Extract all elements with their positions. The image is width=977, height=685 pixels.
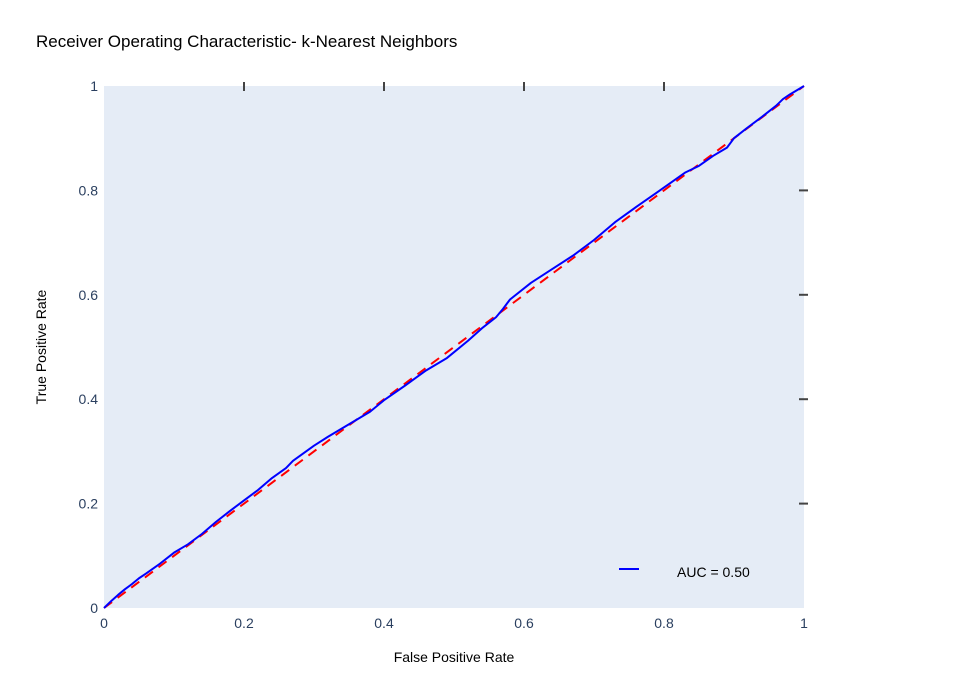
y-tick-label: 1 <box>90 78 98 94</box>
x-tick-label: 0.6 <box>514 615 534 631</box>
y-tick-label: 0.2 <box>79 496 99 512</box>
axis-ticks: 0 0.2 0.4 0.6 0.8 1 0 0.2 0.4 0.6 0.8 1 <box>79 78 809 631</box>
series-layer <box>103 85 805 609</box>
legend-label: AUC = 0.50 <box>677 564 750 580</box>
reference-diagonal-line <box>103 85 805 609</box>
y-tick-label: 0 <box>90 600 98 616</box>
x-tick-label: 0.8 <box>654 615 674 631</box>
x-axis-title: False Positive Rate <box>394 649 515 665</box>
legend: AUC = 0.50 <box>619 564 750 580</box>
x-tick-label: 0.4 <box>374 615 394 631</box>
y-tick-label: 0.4 <box>79 391 99 407</box>
x-tick-label: 0.2 <box>234 615 254 631</box>
x-tick-label: 1 <box>800 615 808 631</box>
y-tick-label: 0.8 <box>79 182 99 198</box>
y-axis-title: True Positive Rate <box>33 289 49 404</box>
chart-title: Receiver Operating Characteristic- k-Nea… <box>36 32 457 51</box>
plot-area <box>104 86 804 608</box>
roc-curve-line <box>103 85 805 609</box>
x-tick-label: 0 <box>100 615 108 631</box>
y-tick-label: 0.6 <box>79 287 99 303</box>
